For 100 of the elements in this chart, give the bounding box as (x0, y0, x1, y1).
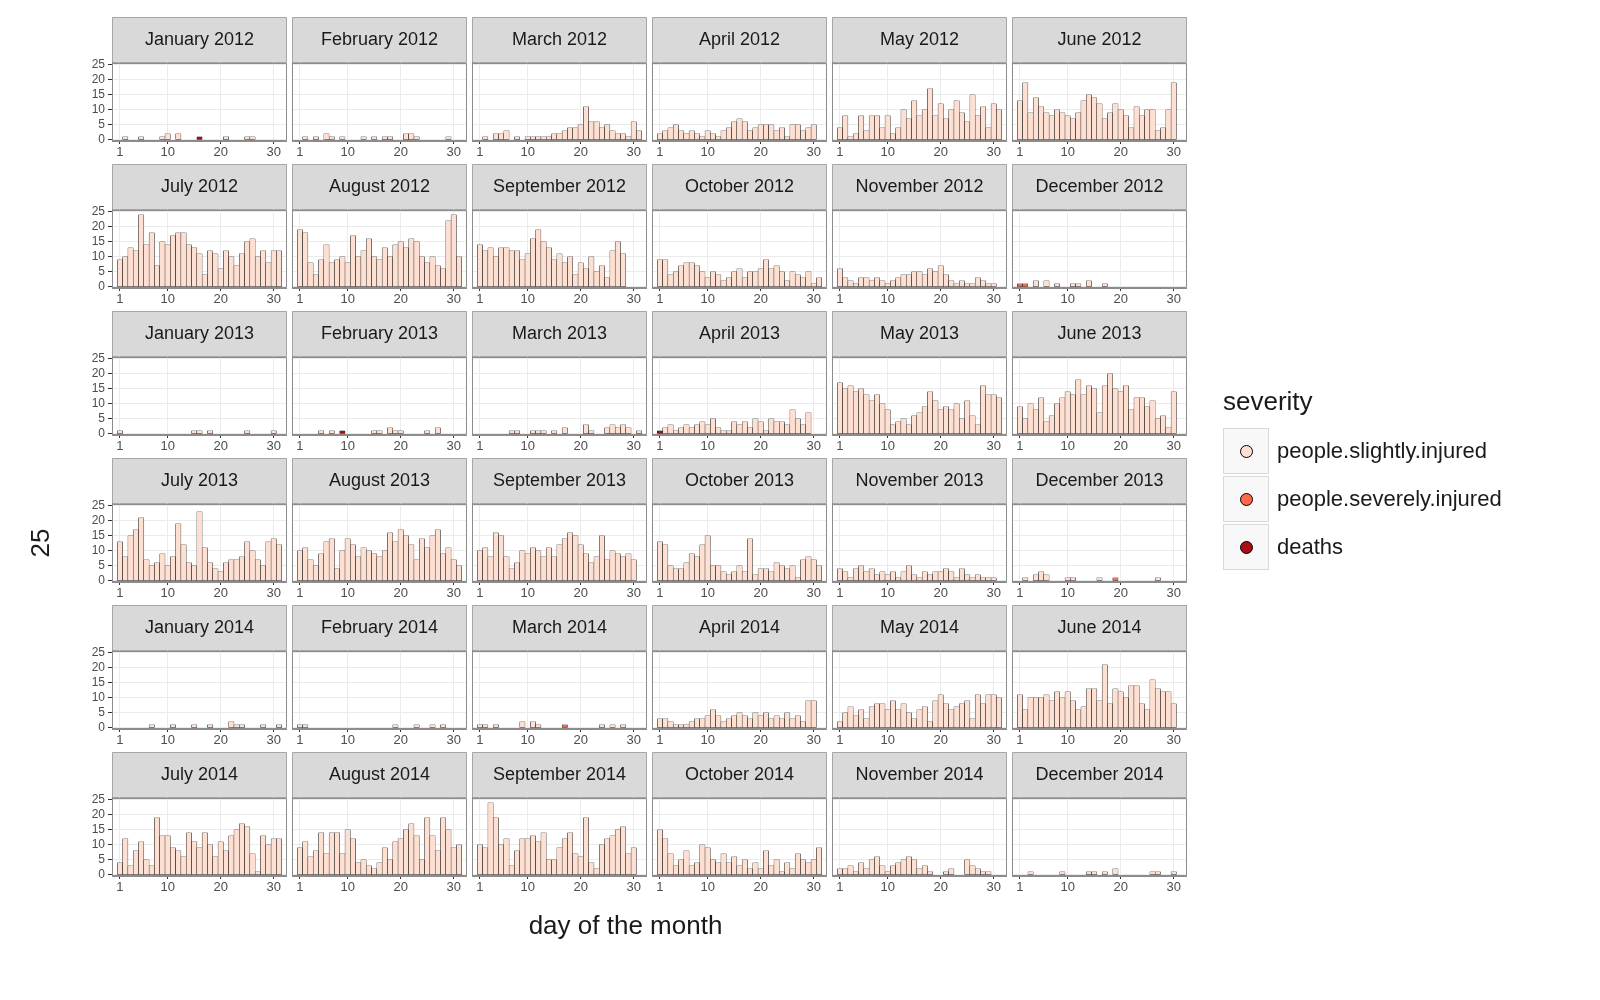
x-tick-label: 1 (656, 144, 664, 160)
x-tick-label: 1 (836, 585, 844, 601)
x-tick-label: 30 (626, 879, 641, 895)
x-tick-label: 20 (753, 732, 768, 748)
x-tick-label: 30 (1166, 879, 1181, 895)
x-tick-label: 30 (986, 291, 1001, 307)
x-tick-label: 30 (986, 879, 1001, 895)
x-tick-label: 10 (880, 879, 895, 895)
x-tick-label: 10 (340, 291, 355, 307)
y-tick-label: 5 (98, 558, 106, 573)
chart-title: October 2014 (684, 763, 795, 784)
chart-title: March 2012 (511, 28, 608, 49)
y-tick-label: 5 (98, 117, 106, 132)
x-tick-label: 10 (880, 732, 895, 748)
y-tick-label: 20 (91, 366, 106, 381)
x-tick-label: 30 (986, 144, 1001, 160)
x-tick-label: 30 (626, 585, 641, 601)
x-tick-label: 30 (266, 144, 281, 160)
x-tick-label: 20 (753, 291, 768, 307)
x-tick-label: 10 (160, 732, 175, 748)
chart-title: March 2013 (511, 322, 608, 343)
x-tick-label: 20 (393, 879, 408, 895)
y-tick-label: 25 (91, 792, 106, 807)
x-tick-label: 1 (836, 291, 844, 307)
chart-title: January 2014 (144, 616, 255, 637)
x-tick-label: 30 (806, 732, 821, 748)
x-tick-label: 20 (1113, 732, 1128, 748)
y-tick-label: 25 (91, 498, 106, 513)
y-tick-label: 10 (91, 690, 106, 705)
y-tick-label: 0 (98, 867, 106, 882)
y-tick-label: 5 (98, 264, 106, 279)
x-tick-label: 10 (520, 732, 535, 748)
x-tick-label: 10 (700, 144, 715, 160)
y-axis-title: 25 (24, 528, 56, 558)
y-tick-label: 10 (91, 837, 106, 852)
chart-title: August 2012 (328, 175, 431, 196)
chart-title: July 2012 (160, 175, 239, 196)
x-tick-label: 10 (520, 585, 535, 601)
x-tick-label: 30 (446, 438, 461, 454)
y-tick-label: 25 (91, 645, 106, 660)
legend-title: severity (1223, 386, 1314, 417)
x-tick-label: 20 (573, 879, 588, 895)
x-tick-label: 1 (476, 438, 484, 454)
chart-title: December 2014 (1035, 763, 1164, 784)
x-tick-label: 10 (700, 291, 715, 307)
x-tick-label: 1 (296, 732, 304, 748)
x-tick-label: 1 (836, 438, 844, 454)
x-tick-label: 1 (116, 144, 124, 160)
y-tick-label: 15 (91, 822, 106, 837)
legend-label: people.slightly.injured (1277, 438, 1487, 464)
x-tick-label: 30 (266, 879, 281, 895)
x-tick-label: 20 (573, 585, 588, 601)
x-tick-label: 20 (753, 144, 768, 160)
x-tick-label: 20 (1113, 144, 1128, 160)
x-tick-label: 20 (213, 144, 228, 160)
x-tick-label: 1 (116, 732, 124, 748)
x-tick-label: 10 (340, 144, 355, 160)
x-tick-label: 10 (520, 291, 535, 307)
chart-title: June 2014 (1057, 616, 1142, 637)
x-tick-label: 30 (806, 144, 821, 160)
y-tick-label: 10 (91, 543, 106, 558)
chart-title: July 2013 (160, 469, 239, 490)
x-tick-label: 30 (446, 879, 461, 895)
chart-title: December 2012 (1035, 175, 1164, 196)
y-tick-label: 5 (98, 852, 106, 867)
y-tick-label: 25 (91, 351, 106, 366)
y-tick-label: 15 (91, 87, 106, 102)
x-tick-label: 10 (700, 585, 715, 601)
x-tick-label: 30 (266, 732, 281, 748)
x-tick-label: 30 (806, 879, 821, 895)
x-tick-label: 1 (1016, 732, 1024, 748)
x-tick-label: 1 (476, 879, 484, 895)
x-tick-label: 30 (1166, 291, 1181, 307)
x-tick-label: 20 (393, 732, 408, 748)
chart-title: May 2013 (879, 322, 960, 343)
x-tick-label: 10 (340, 879, 355, 895)
x-tick-label: 30 (1166, 438, 1181, 454)
x-tick-label: 20 (933, 438, 948, 454)
y-tick-label: 15 (91, 528, 106, 543)
x-tick-label: 20 (933, 291, 948, 307)
x-tick-label: 10 (1060, 144, 1075, 160)
x-tick-label: 20 (393, 291, 408, 307)
chart-title: November 2014 (855, 763, 984, 784)
y-tick-label: 5 (98, 411, 106, 426)
x-tick-label: 20 (1113, 438, 1128, 454)
chart-title: August 2014 (328, 763, 431, 784)
x-tick-label: 10 (520, 879, 535, 895)
x-tick-label: 20 (573, 144, 588, 160)
x-tick-label: 10 (1060, 585, 1075, 601)
x-tick-label: 10 (1060, 879, 1075, 895)
x-tick-label: 10 (520, 144, 535, 160)
x-tick-label: 20 (213, 438, 228, 454)
y-tick-label: 15 (91, 675, 106, 690)
x-tick-label: 30 (806, 438, 821, 454)
x-tick-label: 10 (340, 585, 355, 601)
x-tick-label: 30 (446, 585, 461, 601)
x-tick-label: 1 (296, 879, 304, 895)
chart-title: September 2012 (492, 175, 627, 196)
x-tick-label: 20 (753, 879, 768, 895)
x-tick-label: 1 (656, 585, 664, 601)
